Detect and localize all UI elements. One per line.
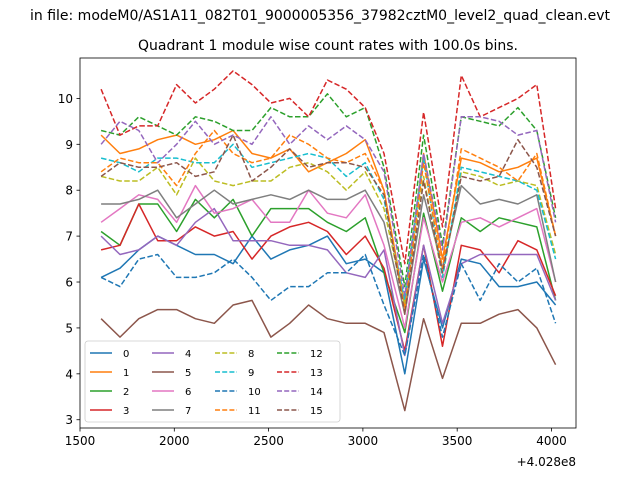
series-line-10 <box>100 253 557 357</box>
legend-label: 8 <box>248 349 254 360</box>
legend-entry-12: 12 <box>277 349 323 360</box>
legend-entry-8: 8 <box>215 349 254 360</box>
series-line-6 <box>100 184 557 329</box>
legend-label: 11 <box>248 406 261 417</box>
legend-entry-5: 5 <box>152 368 191 379</box>
legend-label: 2 <box>123 387 129 398</box>
legend-entry-9: 9 <box>215 368 254 379</box>
x-offset-label: +4.028e8 <box>517 455 576 469</box>
legend-entry-7: 7 <box>152 406 191 417</box>
y-tick-label: 4 <box>65 367 73 381</box>
legend-label: 12 <box>310 349 323 360</box>
legend-frame <box>84 340 341 423</box>
series-line-5 <box>100 299 557 412</box>
y-tick-label: 10 <box>58 92 73 106</box>
series-line-12 <box>100 93 557 288</box>
legend-entry-4: 4 <box>152 349 191 360</box>
legend-label: 9 <box>248 368 254 379</box>
legend-label: 10 <box>248 387 261 398</box>
chart-suptitle: in file: modeM0/AS1A11_082T01_9000005356… <box>30 8 611 24</box>
legend-label: 0 <box>123 349 129 360</box>
series-line-11 <box>100 129 557 311</box>
legend-entry-2: 2 <box>90 387 129 398</box>
legend-entry-0: 0 <box>90 349 129 360</box>
legend-label: 5 <box>185 368 191 379</box>
plot-frame <box>79 57 577 429</box>
legend-label: 7 <box>185 406 191 417</box>
y-tick-label: 8 <box>65 184 73 198</box>
series-line-15 <box>100 134 557 315</box>
series-line-8 <box>100 157 557 306</box>
series-line-14 <box>100 116 557 297</box>
legend-entry-11: 11 <box>215 406 261 417</box>
y-tick-label: 6 <box>65 276 73 290</box>
legend-entry-3: 3 <box>90 406 129 417</box>
legend-entry-13: 13 <box>277 368 323 379</box>
legend-label: 1 <box>123 368 129 379</box>
x-tick-label: 3500 <box>442 434 473 448</box>
y-tick-label: 5 <box>65 321 73 335</box>
legend-entry-15: 15 <box>277 406 323 417</box>
legend-label: 15 <box>310 406 323 417</box>
chart-title: Quadrant 1 module wise count rates with … <box>138 38 518 54</box>
y-tick-label: 7 <box>65 230 73 244</box>
legend-label: 14 <box>310 387 323 398</box>
legend-label: 3 <box>123 406 129 417</box>
y-tick-label: 9 <box>65 138 73 152</box>
legend-entry-14: 14 <box>277 387 323 398</box>
legend-label: 13 <box>310 368 323 379</box>
x-tick-label: 1500 <box>65 434 96 448</box>
legend-label: 6 <box>185 387 191 398</box>
legend-entry-10: 10 <box>215 387 261 398</box>
series-layer <box>100 70 557 412</box>
series-line-4 <box>100 207 557 357</box>
y-tick-label: 3 <box>65 413 73 427</box>
x-tick-label: 4000 <box>536 434 567 448</box>
x-tick-label: 2500 <box>253 434 284 448</box>
series-line-3 <box>100 203 557 352</box>
legend-entry-1: 1 <box>90 368 129 379</box>
legend-entry-6: 6 <box>152 387 191 398</box>
x-tick-label: 3000 <box>348 434 379 448</box>
x-tick-label: 2000 <box>159 434 190 448</box>
series-line-2 <box>100 198 557 334</box>
series-line-7 <box>101 184 557 315</box>
legend-label: 4 <box>185 349 191 360</box>
